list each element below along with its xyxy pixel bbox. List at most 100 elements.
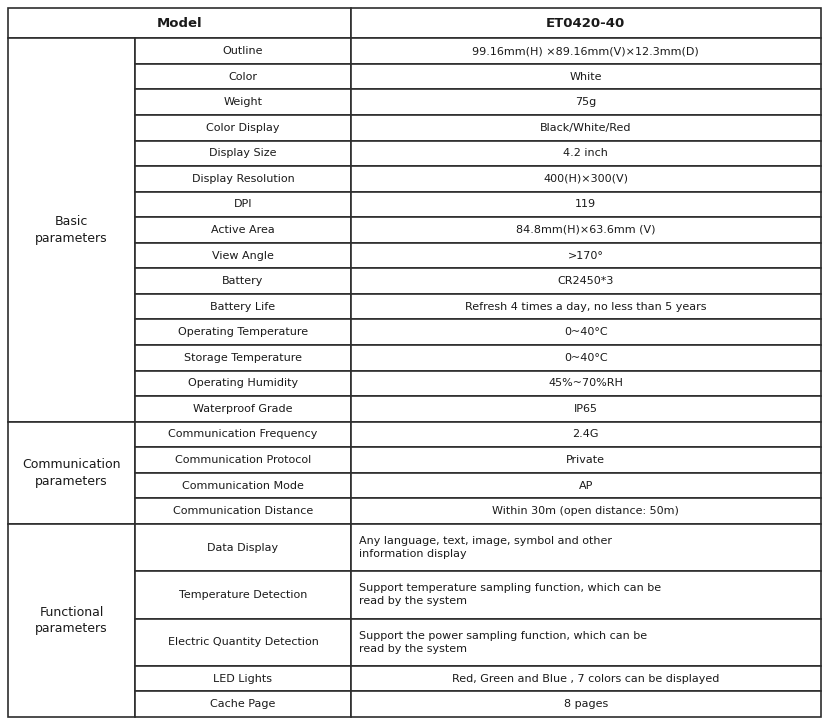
Bar bbox=[8, 8, 350, 38]
Bar bbox=[350, 571, 820, 618]
Text: Model: Model bbox=[156, 17, 202, 30]
Text: AP: AP bbox=[578, 481, 592, 491]
Bar bbox=[135, 89, 350, 115]
Text: Support temperature sampling function, which can be
read by the system: Support temperature sampling function, w… bbox=[359, 584, 660, 606]
Bar bbox=[8, 422, 135, 524]
Text: Support the power sampling function, which can be
read by the system: Support the power sampling function, whi… bbox=[359, 631, 646, 654]
Bar bbox=[135, 498, 350, 524]
Text: Electric Quantity Detection: Electric Quantity Detection bbox=[167, 637, 318, 647]
Bar bbox=[350, 64, 820, 89]
Text: ET0420-40: ET0420-40 bbox=[546, 17, 624, 30]
Bar bbox=[350, 38, 820, 64]
Text: Weight: Weight bbox=[224, 97, 262, 107]
Bar bbox=[135, 473, 350, 498]
Text: 2.4G: 2.4G bbox=[572, 429, 599, 439]
Bar bbox=[350, 8, 820, 38]
Bar bbox=[350, 396, 820, 422]
Bar bbox=[350, 268, 820, 294]
Text: Active Area: Active Area bbox=[211, 225, 275, 235]
Text: View Angle: View Angle bbox=[212, 251, 273, 260]
Text: 8 pages: 8 pages bbox=[563, 699, 607, 709]
Text: Outline: Outline bbox=[223, 46, 262, 56]
Text: 45%~70%RH: 45%~70%RH bbox=[548, 378, 623, 389]
Bar bbox=[350, 89, 820, 115]
Bar bbox=[350, 473, 820, 498]
Text: 400(H)×300(V): 400(H)×300(V) bbox=[542, 174, 628, 184]
Text: IP65: IP65 bbox=[573, 404, 597, 414]
Bar bbox=[135, 396, 350, 422]
Bar bbox=[350, 345, 820, 370]
Bar bbox=[350, 618, 820, 666]
Text: Temperature Detection: Temperature Detection bbox=[179, 590, 307, 600]
Text: Basic
parameters: Basic parameters bbox=[36, 215, 108, 245]
Text: Refresh 4 times a day, no less than 5 years: Refresh 4 times a day, no less than 5 ye… bbox=[465, 302, 705, 312]
Bar bbox=[135, 320, 350, 345]
Bar bbox=[135, 692, 350, 717]
Text: 75g: 75g bbox=[575, 97, 595, 107]
Text: 84.8mm(H)×63.6mm (V): 84.8mm(H)×63.6mm (V) bbox=[516, 225, 655, 235]
Text: Color Display: Color Display bbox=[206, 123, 279, 133]
Bar bbox=[135, 370, 350, 396]
Bar bbox=[350, 666, 820, 692]
Bar bbox=[135, 345, 350, 370]
Bar bbox=[135, 422, 350, 447]
Text: Functional
parameters: Functional parameters bbox=[36, 605, 108, 635]
Text: 0~40°C: 0~40°C bbox=[563, 353, 607, 362]
Bar bbox=[135, 218, 350, 243]
Text: Communication
parameters: Communication parameters bbox=[22, 458, 121, 487]
Text: 99.16mm(H) ×89.16mm(V)×12.3mm(D): 99.16mm(H) ×89.16mm(V)×12.3mm(D) bbox=[472, 46, 698, 56]
Bar bbox=[350, 243, 820, 268]
Bar bbox=[135, 64, 350, 89]
Bar bbox=[135, 38, 350, 64]
Bar bbox=[135, 268, 350, 294]
Text: Any language, text, image, symbol and other
information display: Any language, text, image, symbol and ot… bbox=[359, 536, 611, 559]
Text: Display Resolution: Display Resolution bbox=[191, 174, 294, 184]
Bar bbox=[350, 422, 820, 447]
Bar bbox=[135, 243, 350, 268]
Bar bbox=[350, 218, 820, 243]
Text: Communication Mode: Communication Mode bbox=[182, 481, 304, 491]
Text: Communication Protocol: Communication Protocol bbox=[175, 455, 310, 465]
Bar bbox=[350, 115, 820, 141]
Text: Battery Life: Battery Life bbox=[210, 302, 275, 312]
Bar bbox=[350, 141, 820, 166]
Text: Display Size: Display Size bbox=[209, 149, 277, 158]
Bar bbox=[135, 571, 350, 618]
Text: DPI: DPI bbox=[233, 199, 252, 210]
Bar bbox=[135, 294, 350, 320]
Bar bbox=[350, 370, 820, 396]
Text: 0~40°C: 0~40°C bbox=[563, 327, 607, 337]
Bar bbox=[135, 524, 350, 571]
Bar bbox=[135, 115, 350, 141]
Bar bbox=[135, 191, 350, 218]
Text: Communication Distance: Communication Distance bbox=[172, 506, 313, 516]
Text: Waterproof Grade: Waterproof Grade bbox=[193, 404, 292, 414]
Text: Storage Temperature: Storage Temperature bbox=[184, 353, 301, 362]
Bar bbox=[135, 666, 350, 692]
Bar bbox=[8, 524, 135, 717]
Text: Within 30m (open distance: 50m): Within 30m (open distance: 50m) bbox=[492, 506, 678, 516]
Bar bbox=[350, 191, 820, 218]
Text: Operating Humidity: Operating Humidity bbox=[188, 378, 297, 389]
Text: >170°: >170° bbox=[567, 251, 603, 260]
Text: White: White bbox=[569, 72, 601, 82]
Bar bbox=[135, 447, 350, 473]
Bar bbox=[135, 141, 350, 166]
Bar bbox=[350, 294, 820, 320]
Text: 4.2 inch: 4.2 inch bbox=[563, 149, 608, 158]
Text: Color: Color bbox=[229, 72, 258, 82]
Bar bbox=[8, 38, 135, 422]
Bar bbox=[350, 498, 820, 524]
Text: Communication Frequency: Communication Frequency bbox=[168, 429, 317, 439]
Bar bbox=[135, 166, 350, 191]
Text: Data Display: Data Display bbox=[207, 542, 278, 552]
Text: Cache Page: Cache Page bbox=[210, 699, 276, 709]
Bar bbox=[350, 692, 820, 717]
Text: Private: Private bbox=[566, 455, 604, 465]
Text: LED Lights: LED Lights bbox=[213, 674, 272, 684]
Bar bbox=[135, 618, 350, 666]
Text: Black/White/Red: Black/White/Red bbox=[539, 123, 631, 133]
Text: CR2450*3: CR2450*3 bbox=[557, 276, 614, 286]
Text: Battery: Battery bbox=[222, 276, 263, 286]
Text: 119: 119 bbox=[575, 199, 595, 210]
